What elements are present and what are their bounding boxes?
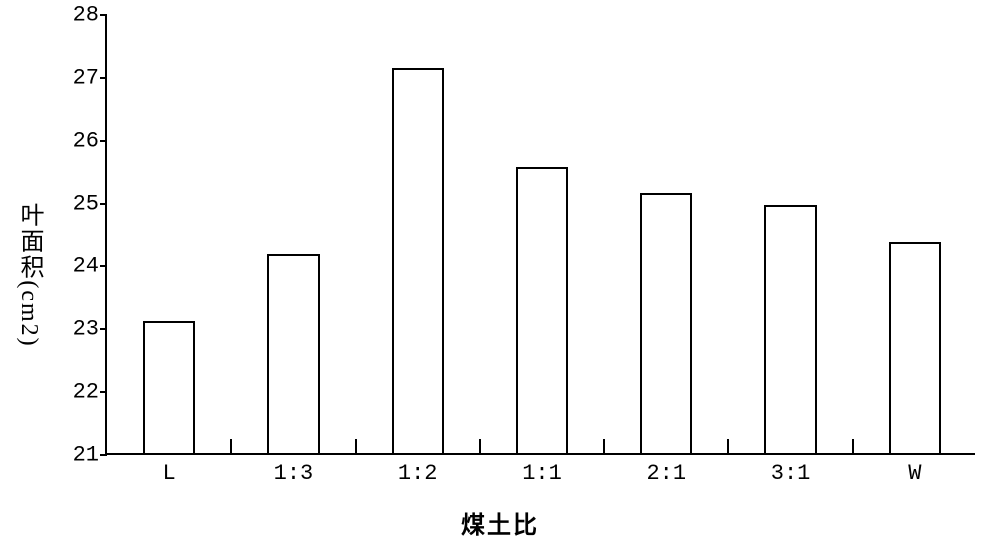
- y-tick-label: 25: [73, 191, 99, 216]
- bar: [764, 205, 816, 453]
- bar: [143, 321, 195, 453]
- x-sep-tick: [852, 439, 854, 453]
- y-tick-label: 28: [73, 3, 99, 28]
- y-tick-label: 27: [73, 65, 99, 90]
- x-sep-tick: [727, 439, 729, 453]
- bar: [516, 167, 568, 453]
- x-tick-label: 3:1: [771, 461, 811, 486]
- bar: [889, 242, 941, 453]
- y-axis-label: 叶面积(cm2): [12, 202, 47, 347]
- y-tick-mark: [100, 454, 107, 456]
- x-tick-label: 2:1: [646, 461, 686, 486]
- x-sep-tick: [603, 439, 605, 453]
- x-axis-label: 煤土比: [461, 505, 539, 540]
- y-tick-mark: [100, 328, 107, 330]
- y-tick-mark: [100, 140, 107, 142]
- x-tick-label: W: [908, 461, 921, 486]
- x-sep-tick: [479, 439, 481, 453]
- y-tick-mark: [100, 203, 107, 205]
- chart-container: 叶面积(cm2) 煤土比 2122232425262728L1:31:21:12…: [0, 0, 1000, 550]
- y-tick-mark: [100, 77, 107, 79]
- y-tick-label: 24: [73, 254, 99, 279]
- x-tick-label: 1:2: [398, 461, 438, 486]
- bar: [392, 68, 444, 453]
- y-tick-label: 21: [73, 443, 99, 468]
- plot-area: 2122232425262728L1:31:21:12:13:1W: [105, 15, 975, 455]
- y-tick-label: 22: [73, 380, 99, 405]
- y-tick-mark: [100, 14, 107, 16]
- bar: [640, 193, 692, 453]
- y-tick-label: 23: [73, 317, 99, 342]
- x-sep-tick: [355, 439, 357, 453]
- y-tick-mark: [100, 391, 107, 393]
- y-tick-label: 26: [73, 128, 99, 153]
- x-tick-label: 1:1: [522, 461, 562, 486]
- x-tick-label: L: [163, 461, 176, 486]
- bar: [267, 254, 319, 453]
- x-tick-label: 1:3: [274, 461, 314, 486]
- y-tick-mark: [100, 265, 107, 267]
- x-sep-tick: [230, 439, 232, 453]
